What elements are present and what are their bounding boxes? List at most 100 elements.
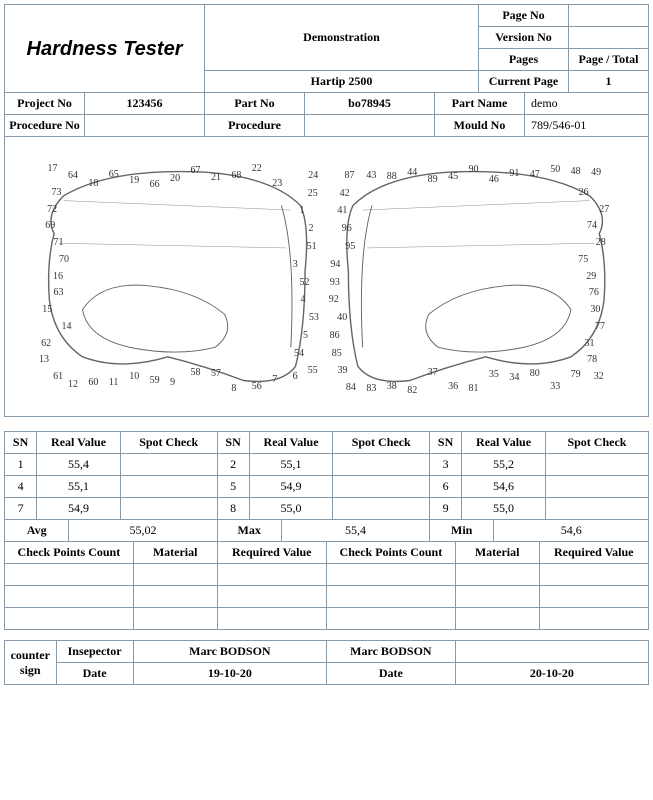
callout-number: 14: [61, 321, 71, 332]
reqval-label-1: Required Value: [217, 542, 326, 564]
measurement-row: 155,4255,1355,2: [5, 454, 649, 476]
callout-number: 1: [299, 205, 304, 216]
measurements-header-row: SN Real Value Spot Check SN Real Value S…: [5, 432, 649, 454]
checkpoints-row: [5, 608, 649, 630]
checkpoints-table: Check Points Count Material Required Val…: [4, 541, 649, 630]
callout-number: 36: [448, 381, 458, 392]
measurement-cell-rv: 55,1: [37, 476, 121, 498]
technical-drawing: 1764186519662067216822232425125135245355…: [13, 145, 640, 408]
callout-number: 31: [584, 338, 594, 349]
inspector-label: Insepector: [56, 641, 133, 663]
part-name-value: demo: [525, 93, 649, 115]
part-no-label: Part No: [205, 93, 305, 115]
callout-number: 4: [301, 294, 306, 305]
callout-number: 18: [88, 178, 98, 189]
date-label-2: Date: [326, 663, 455, 685]
callout-number: 70: [59, 254, 69, 265]
callout-number: 34: [509, 372, 519, 383]
measurement-cell-sn: 7: [5, 498, 37, 520]
callout-number: 74: [587, 220, 597, 231]
callout-number: 55: [308, 365, 318, 376]
measurement-cell-rv: 55,1: [249, 454, 333, 476]
measurement-row: 754,9855,0955,0: [5, 498, 649, 520]
callout-number: 75: [578, 254, 588, 265]
sn-header-1: SN: [5, 432, 37, 454]
measurement-cell-sc: [120, 454, 217, 476]
callout-number: 24: [308, 170, 318, 181]
rv-header-1: Real Value: [37, 432, 121, 454]
callout-number: 86: [330, 330, 340, 341]
sn-header-2: SN: [217, 432, 249, 454]
callout-number: 7: [272, 374, 277, 385]
version-no-value: [569, 27, 649, 49]
measurement-cell-sc: [545, 476, 648, 498]
callout-number: 37: [428, 367, 438, 378]
rv-header-3: Real Value: [462, 432, 546, 454]
model-cell: Hartip 2500: [205, 71, 479, 93]
callout-number: 38: [387, 381, 397, 392]
callout-number: 10: [129, 371, 139, 382]
current-page-value: 1: [569, 71, 649, 93]
counter-label: counter sign: [5, 641, 57, 685]
measurement-cell-sc: [333, 498, 430, 520]
date-label-1: Date: [56, 663, 133, 685]
callout-number: 33: [550, 381, 560, 392]
measurement-cell-sc: [545, 498, 648, 520]
callout-number: 69: [45, 220, 55, 231]
callout-number: 42: [340, 188, 350, 199]
callout-number: 83: [366, 383, 376, 394]
callout-number: 20: [170, 173, 180, 184]
project-table: Project No 123456 Part No bo78945 Part N…: [4, 92, 649, 137]
brand-cell: Hardness Tester: [5, 5, 205, 93]
callout-number: 30: [590, 304, 600, 315]
min-label: Min: [430, 520, 494, 542]
callout-number: 6: [293, 371, 298, 382]
callout-number: 47: [530, 169, 540, 180]
callout-number: 85: [332, 348, 342, 359]
material-label-2: Material: [455, 542, 539, 564]
date1-value: 19-10-20: [133, 663, 326, 685]
part-drawing-right: 4948504791469045894488438742419695949392…: [332, 158, 620, 395]
part-name-label: Part Name: [435, 93, 525, 115]
callout-number: 49: [591, 167, 601, 178]
measurement-cell-sc: [545, 454, 648, 476]
callout-number: 89: [428, 174, 438, 185]
callout-number: 94: [330, 259, 340, 270]
callout-number: 12: [68, 379, 78, 390]
sc-header-2: Spot Check: [333, 432, 430, 454]
pages-label: Pages: [479, 49, 569, 71]
callout-number: 11: [109, 377, 119, 388]
callout-number: 73: [52, 187, 62, 198]
mould-no-label: Mould No: [435, 115, 525, 137]
callout-number: 13: [39, 354, 49, 365]
callout-number: 45: [448, 171, 458, 182]
diagram-table: 1764186519662067216822232425125135245355…: [4, 136, 649, 417]
brand-text: Hardness Tester: [27, 38, 183, 60]
callout-number: 67: [191, 165, 201, 176]
measurement-cell-sn: 3: [430, 454, 462, 476]
version-no-label: Version No: [479, 27, 569, 49]
callout-number: 25: [308, 188, 318, 199]
callout-number: 62: [41, 338, 51, 349]
cpc-label-2: Check Points Count: [326, 542, 455, 564]
callout-number: 87: [344, 170, 354, 181]
measurement-cell-sn: 6: [430, 476, 462, 498]
callout-number: 56: [252, 381, 262, 392]
callout-number: 72: [47, 204, 57, 215]
measurements-table: SN Real Value Spot Check SN Real Value S…: [4, 431, 649, 520]
header-table: Hardness Tester Demonstration Page No Ve…: [4, 4, 649, 93]
demonstration-cell: Demonstration: [205, 5, 479, 71]
callout-number: 15: [42, 304, 52, 315]
callout-number: 17: [48, 163, 58, 174]
callout-number: 64: [68, 170, 78, 181]
callout-number: 16: [53, 271, 63, 282]
callout-number: 90: [468, 164, 478, 175]
diagram-cell: 1764186519662067216822232425125135245355…: [5, 137, 649, 417]
callout-number: 41: [337, 205, 347, 216]
callout-number: 66: [150, 179, 160, 190]
callout-number: 40: [337, 312, 347, 323]
callout-number: 23: [272, 178, 282, 189]
callout-number: 91: [509, 168, 519, 179]
procedure-value: [305, 115, 435, 137]
callout-number: 35: [489, 369, 499, 380]
